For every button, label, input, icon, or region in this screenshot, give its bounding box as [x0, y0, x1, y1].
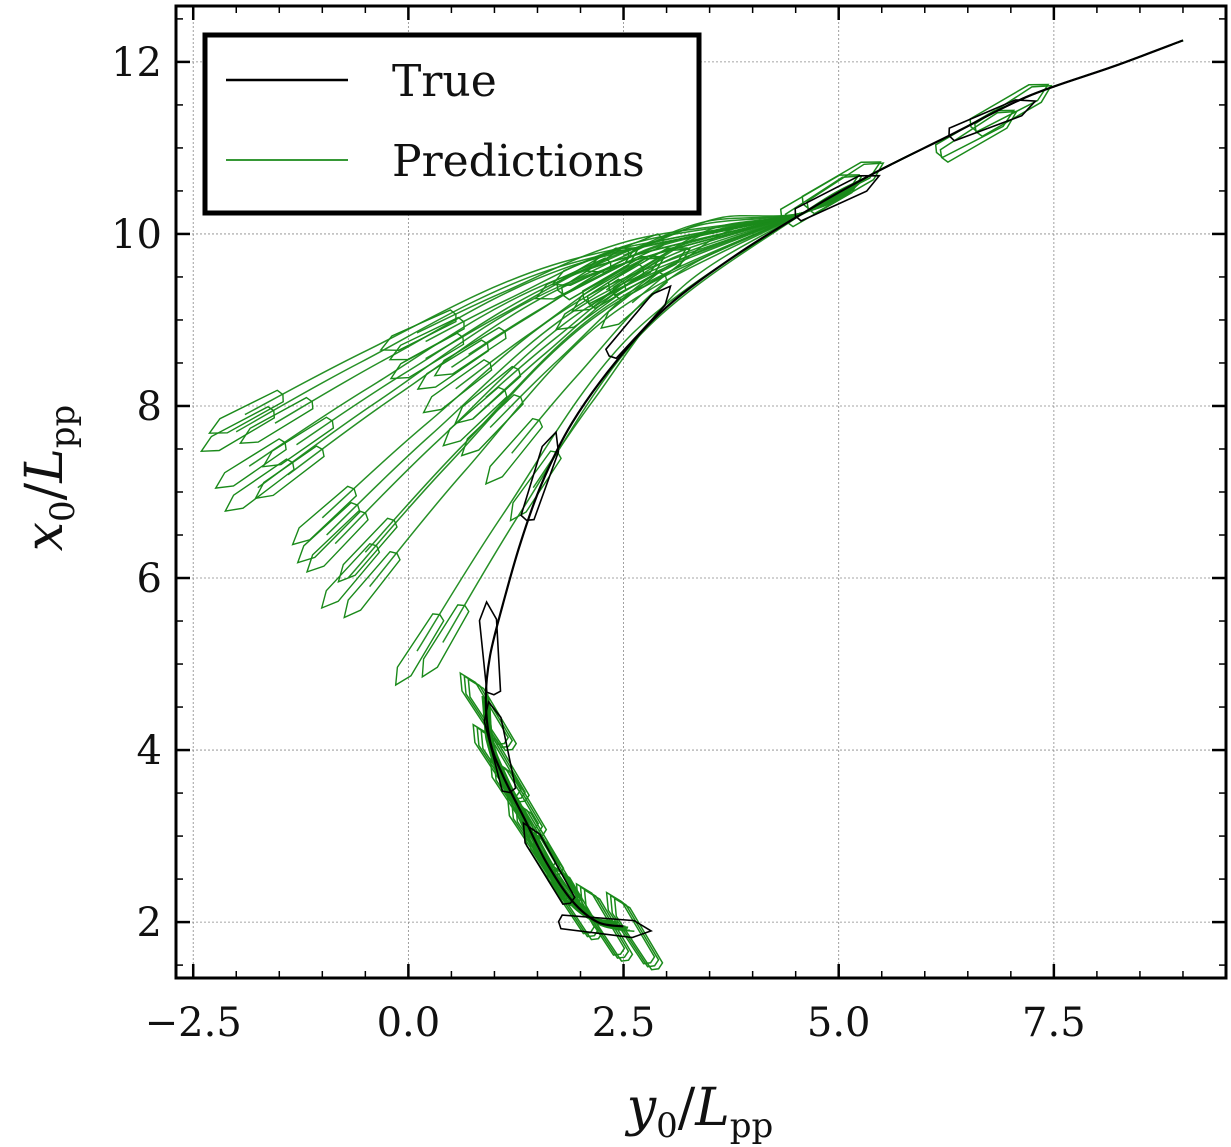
x-title-sub0: 0 — [656, 1106, 678, 1146]
y-tick-label: 4 — [137, 728, 162, 774]
prediction-ship-outline — [509, 450, 562, 522]
y-axis-title: x0/Lpp — [15, 405, 83, 552]
prediction-ship-outline — [585, 233, 664, 273]
prediction-ship-outline — [613, 897, 664, 971]
prediction-ship-outline — [388, 316, 465, 361]
prediction-ship-outline — [973, 84, 1053, 138]
prediction-ship-outline — [238, 396, 314, 444]
prediction-ship-outline — [460, 393, 524, 457]
true-ship-outline — [604, 284, 672, 360]
prediction-ship-outline — [320, 543, 381, 610]
prediction-ship-outline — [454, 365, 522, 425]
true-ship-outline — [522, 821, 576, 906]
true-series — [478, 39, 1184, 939]
true-ship-outline — [948, 99, 1038, 142]
y-title-sub2: pp — [43, 405, 83, 449]
prediction-ship-outline — [582, 255, 663, 305]
legend-label-true: True — [392, 56, 497, 107]
y-tick-label: 6 — [137, 556, 162, 602]
prediction-ship-outline — [433, 326, 507, 377]
true-ship-outline — [794, 174, 881, 222]
prediction-ship-outline — [337, 517, 398, 583]
prediction-ship-outline — [421, 604, 470, 679]
legend: True Predictions — [202, 32, 702, 216]
x-tick-label: 2.5 — [592, 1000, 656, 1046]
prediction-ship-outline — [296, 501, 361, 564]
prediction-ship-outline — [612, 248, 691, 301]
legend-label-predictions: Predictions — [392, 136, 645, 187]
prediction-ship-outline — [422, 358, 493, 414]
x-title-slash: / — [678, 1078, 696, 1138]
prediction-ship-outline — [394, 613, 445, 687]
prediction-ship-outline — [607, 247, 689, 296]
prediction-ship-outline — [556, 247, 637, 296]
prediction-ship-outline — [551, 245, 630, 287]
prediction-ship-outline — [599, 271, 668, 330]
prediction-ship-outline — [379, 309, 457, 352]
prediction-line-lower — [483, 701, 628, 931]
prediction-ship-outline — [514, 802, 565, 876]
y-tick-label: 2 — [137, 900, 162, 946]
prediction-ship-outline — [554, 278, 627, 331]
true-ship-outline — [520, 430, 560, 522]
prediction-ship-outline — [571, 262, 645, 312]
prediction-ship-outline — [389, 332, 465, 380]
prediction-ship-outline — [969, 83, 1050, 133]
prediction-line-lower — [481, 695, 617, 925]
prediction-ship-outline — [467, 677, 518, 752]
prediction-ship-outline — [261, 416, 335, 468]
x-axis-title: y0/Lpp — [625, 1078, 774, 1146]
prediction-ship-outline — [586, 256, 666, 310]
y-tick-label: 8 — [137, 384, 162, 430]
prediction-ship-outline — [560, 248, 640, 301]
legend-box — [202, 32, 702, 216]
prediction-ship-outline — [416, 339, 490, 390]
true-ship-outline — [478, 600, 502, 696]
x-tick-label: 7.5 — [1022, 1000, 1086, 1046]
prediction-ship-outline — [254, 445, 325, 500]
true-ship-outline — [483, 700, 517, 794]
prediction-ship-outline — [199, 405, 276, 453]
x-title-main: y — [625, 1078, 657, 1138]
prediction-ship-outline — [442, 386, 508, 447]
y-tick-label: 10 — [111, 212, 162, 258]
prediction-ship-outline — [208, 389, 284, 434]
axis-ticks: −2.5 0.0 2.5 5.0 7.5 2 4 6 8 10 12 — [111, 6, 1227, 1046]
x-tick-label: 0.0 — [377, 1000, 441, 1046]
y-tick-label: 12 — [111, 40, 162, 86]
prediction-ship-outline — [939, 110, 1018, 163]
prediction-ship-outline — [484, 417, 544, 486]
x-tick-label: 5.0 — [807, 1000, 871, 1046]
prediction-ship-outline — [534, 257, 612, 300]
y-title-sub0: 0 — [43, 500, 83, 522]
y-title-slash: / — [15, 482, 75, 500]
prediction-ship-outline — [343, 550, 401, 619]
x-tick-label: −2.5 — [145, 1000, 242, 1046]
prediction-ship-outline — [305, 509, 369, 574]
y-title-main2: L — [15, 448, 75, 484]
true-ship-outline — [557, 914, 653, 939]
y-title-main: x — [15, 522, 75, 551]
prediction-ship-outline — [583, 888, 634, 962]
x-title-main2: L — [694, 1078, 730, 1138]
x-title-sub2: pp — [730, 1106, 774, 1146]
